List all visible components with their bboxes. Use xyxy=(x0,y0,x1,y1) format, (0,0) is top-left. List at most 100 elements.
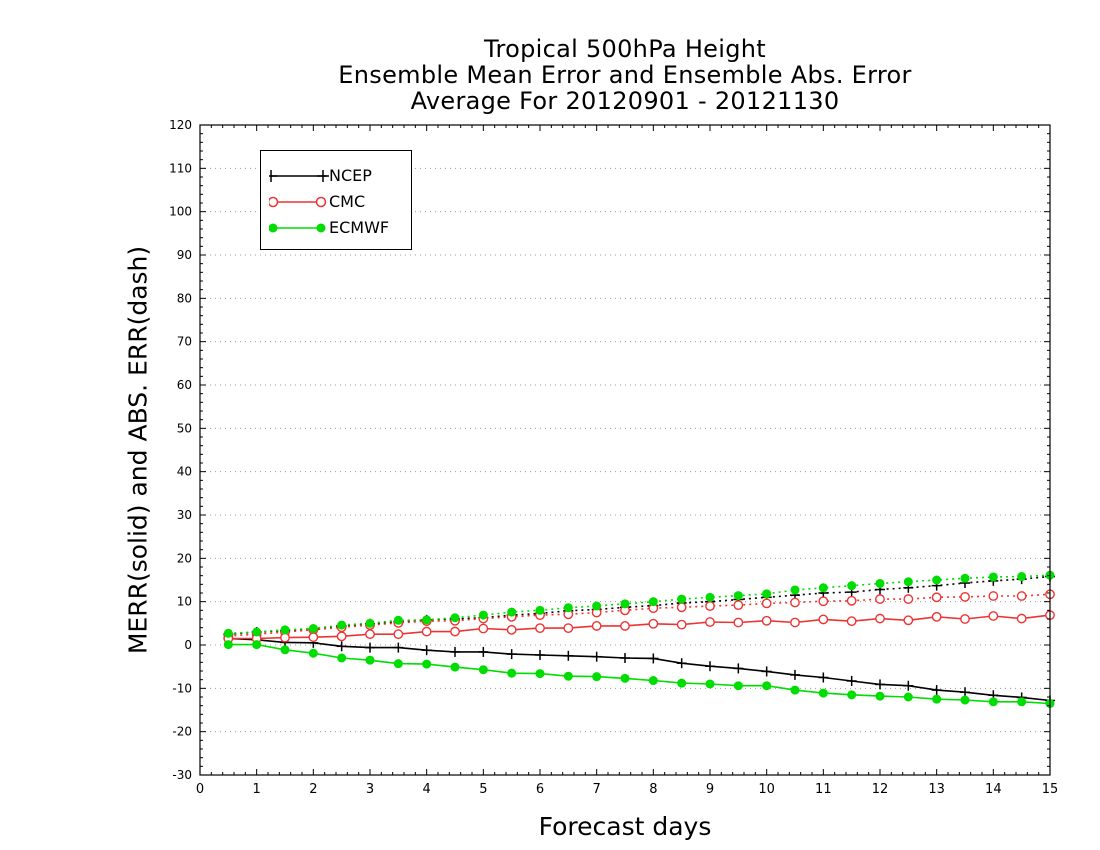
point-merr-cmc xyxy=(761,615,772,626)
point-merr-cmc xyxy=(818,614,829,625)
point-merr-ncep xyxy=(365,642,375,653)
x-tick-label: 7 xyxy=(593,782,601,797)
point-abs-err-ecmwf xyxy=(932,575,942,585)
point-merr-cmc xyxy=(620,621,630,631)
point-abs-err-ecmwf xyxy=(903,577,913,587)
point-merr-ecmwf xyxy=(308,648,318,658)
point-merr-ecmwf xyxy=(563,671,573,681)
point-merr-ecmwf xyxy=(393,659,403,669)
point-abs-err-cmc xyxy=(988,591,999,601)
point-abs-err-ecmwf xyxy=(393,615,403,625)
y-tick-label: 70 xyxy=(177,335,192,349)
legend-swatch-ncep xyxy=(269,170,329,182)
point-merr-ncep xyxy=(648,653,659,664)
x-tick-label: 4 xyxy=(423,782,431,797)
series-line-merr-ecmwf xyxy=(228,643,1051,705)
point-merr-ncep xyxy=(563,650,574,661)
point-merr-ncep xyxy=(421,645,432,656)
point-merr-ecmwf xyxy=(733,681,743,691)
point-abs-err-ecmwf xyxy=(847,581,857,591)
point-abs-err-ecmwf xyxy=(988,572,998,582)
point-abs-err-ecmwf xyxy=(422,615,432,625)
legend-label-ecmwf: ECMWF xyxy=(329,218,390,237)
point-merr-ncep xyxy=(818,672,829,683)
point-merr-ncep xyxy=(790,669,800,680)
legend-item-ncep: NCEP xyxy=(261,164,411,188)
series-line-merr-ncep xyxy=(228,637,1051,702)
point-abs-err-ecmwf xyxy=(337,620,347,630)
point-abs-err-ecmwf xyxy=(592,601,602,611)
x-tick-label: 2 xyxy=(309,782,317,797)
point-abs-err-cmc xyxy=(960,592,970,602)
point-merr-ncep xyxy=(931,685,942,696)
point-merr-cmc xyxy=(478,623,489,634)
point-merr-cmc xyxy=(336,631,347,642)
x-tick-label: 6 xyxy=(536,782,544,797)
point-abs-err-ecmwf xyxy=(762,589,772,599)
point-merr-ecmwf xyxy=(762,681,772,691)
point-merr-cmc xyxy=(393,629,404,640)
point-abs-err-ecmwf xyxy=(790,585,800,595)
y-tick-label: 10 xyxy=(177,595,192,609)
legend: NCEP CMC ECMWF xyxy=(260,150,412,250)
point-merr-ecmwf xyxy=(365,655,375,665)
point-abs-err-ecmwf xyxy=(620,599,630,609)
point-merr-ecmwf xyxy=(677,678,687,688)
x-tick-label: 5 xyxy=(479,782,487,797)
point-merr-ncep xyxy=(846,675,857,686)
point-merr-cmc xyxy=(450,626,460,637)
y-tick-label: 60 xyxy=(177,378,192,392)
point-merr-ecmwf xyxy=(252,640,262,650)
point-abs-err-cmc xyxy=(676,602,687,613)
point-merr-ncep xyxy=(620,653,630,663)
point-abs-err-ecmwf xyxy=(252,627,262,637)
x-tick-label: 3 xyxy=(366,782,374,797)
point-merr-ecmwf xyxy=(932,694,942,704)
y-tick-label: -20 xyxy=(172,725,192,739)
series-layer xyxy=(223,570,1055,708)
point-merr-ncep xyxy=(591,651,602,662)
x-tick-label: 8 xyxy=(649,782,657,797)
y-tick-label: 30 xyxy=(177,508,192,522)
point-abs-err-ecmwf xyxy=(223,628,233,638)
point-abs-err-ecmwf xyxy=(677,594,687,604)
x-tick-label: 11 xyxy=(815,782,832,797)
point-merr-cmc xyxy=(563,623,574,633)
point-merr-ecmwf xyxy=(705,679,715,689)
point-abs-err-ecmwf xyxy=(960,573,970,583)
point-abs-err-ecmwf xyxy=(507,607,517,617)
x-tick-label: 14 xyxy=(985,782,1002,797)
point-merr-cmc xyxy=(875,613,885,624)
x-tick-label: 13 xyxy=(928,782,945,797)
point-merr-ecmwf xyxy=(337,653,347,663)
point-merr-cmc xyxy=(280,632,290,643)
grid-lines xyxy=(200,167,1050,733)
y-tick-label: -30 xyxy=(172,768,192,782)
point-abs-err-ecmwf xyxy=(280,625,290,635)
y-axis-label: MERR(solid) and ABS. ERR(dash) xyxy=(123,245,153,655)
point-merr-ncep xyxy=(733,663,744,674)
point-abs-err-ecmwf xyxy=(365,618,375,628)
point-abs-err-ecmwf xyxy=(563,603,573,613)
legend-item-cmc: CMC xyxy=(261,190,411,214)
point-merr-ecmwf xyxy=(535,669,545,679)
point-abs-err-ecmwf xyxy=(875,578,885,588)
point-abs-err-cmc xyxy=(931,592,942,603)
point-abs-err-ecmwf xyxy=(535,605,545,615)
point-abs-err-cmc xyxy=(903,594,914,604)
x-tick-label: 0 xyxy=(196,782,204,797)
point-merr-cmc xyxy=(733,617,744,628)
point-merr-ncep xyxy=(875,679,885,690)
point-abs-err-ecmwf xyxy=(705,592,715,602)
point-merr-ecmwf xyxy=(903,692,913,702)
chart-title-line-2: Ensemble Mean Error and Ensemble Abs. Er… xyxy=(338,61,912,89)
point-merr-ecmwf xyxy=(280,645,290,655)
point-merr-cmc xyxy=(648,618,659,629)
legend-swatch-cmc xyxy=(269,196,327,208)
point-merr-ecmwf xyxy=(592,672,602,682)
point-abs-err-cmc xyxy=(733,600,744,611)
point-abs-err-ecmwf xyxy=(818,583,828,593)
point-abs-err-cmc xyxy=(818,596,829,607)
